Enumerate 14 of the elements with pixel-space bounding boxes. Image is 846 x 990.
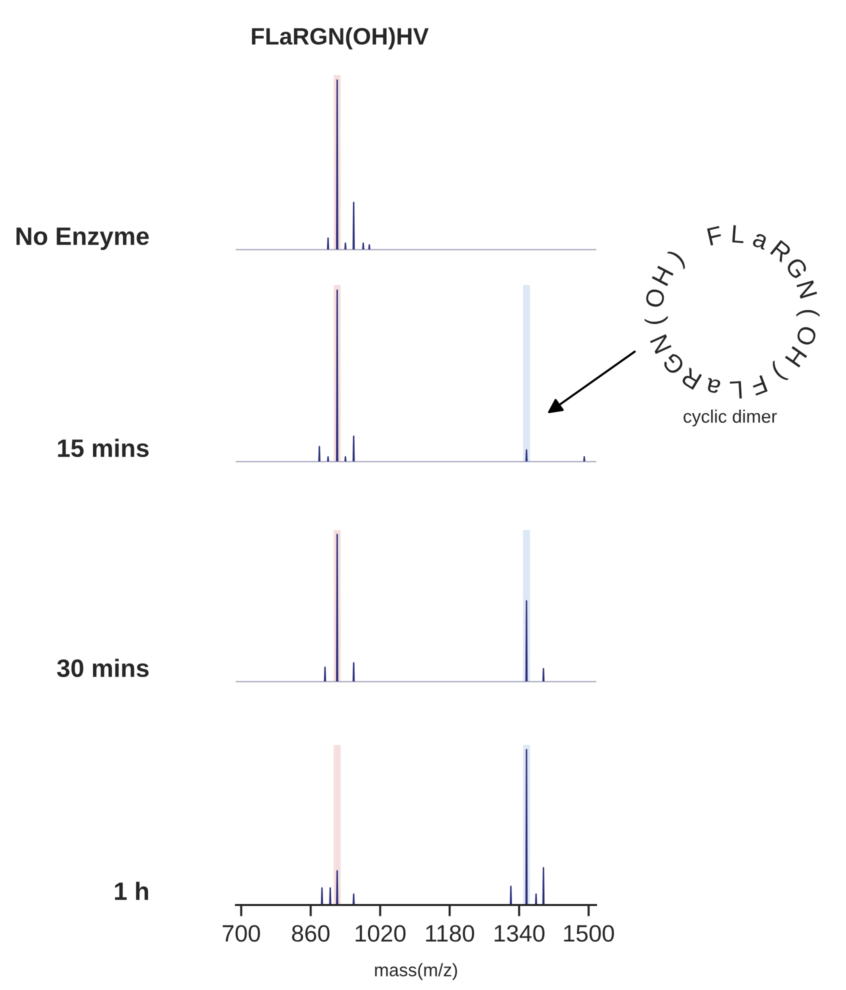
x-tick-label: 700 bbox=[222, 925, 260, 942]
y-axis-title: 1 h bbox=[115, 882, 148, 900]
text: FLaRGN(OH)FLaRGN(OH) bbox=[644, 225, 820, 399]
y-axis-title: 30 mins bbox=[57, 658, 149, 678]
chart-title: FLaRGN(OH)HV bbox=[252, 27, 429, 50]
x-tick-label: 1500 bbox=[564, 925, 614, 942]
x-tick-label: 1020 bbox=[356, 925, 406, 942]
x-tick-label: 860 bbox=[292, 925, 330, 942]
x-tick-label: 1340 bbox=[494, 925, 544, 942]
y-axis-title: 15 mins bbox=[58, 438, 149, 458]
x-axis-title: mass(m/z) bbox=[375, 963, 458, 980]
x-tick-label: 1180 bbox=[426, 925, 474, 942]
y-axis-title: No Enzyme bbox=[16, 228, 149, 250]
text: cyclic dimer bbox=[684, 410, 777, 426]
